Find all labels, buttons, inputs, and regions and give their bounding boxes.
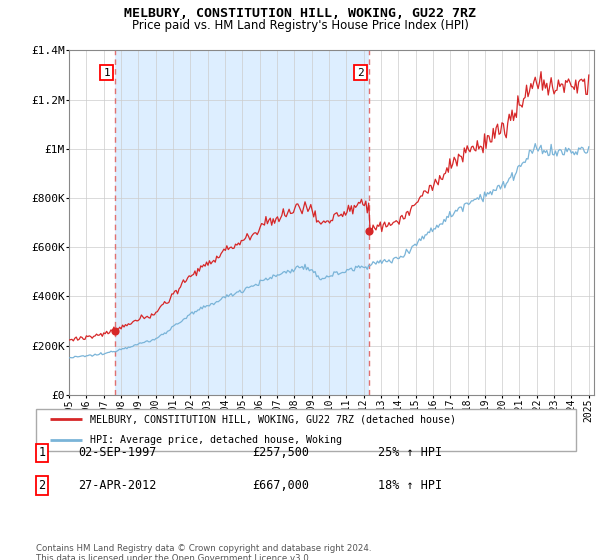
Text: HPI: Average price, detached house, Woking: HPI: Average price, detached house, Woki… (90, 435, 342, 445)
Text: MELBURY, CONSTITUTION HILL, WOKING, GU22 7RZ: MELBURY, CONSTITUTION HILL, WOKING, GU22… (124, 7, 476, 20)
Text: 25% ↑ HPI: 25% ↑ HPI (378, 446, 442, 460)
Text: £257,500: £257,500 (252, 446, 309, 460)
Bar (115, 50, 369, 395)
Text: 2: 2 (38, 479, 46, 492)
Text: MELBURY, CONSTITUTION HILL, WOKING, GU22 7RZ (detached house): MELBURY, CONSTITUTION HILL, WOKING, GU22… (90, 414, 456, 424)
Text: 2: 2 (357, 68, 364, 78)
Text: Contains HM Land Registry data © Crown copyright and database right 2024.
This d: Contains HM Land Registry data © Crown c… (36, 544, 371, 560)
Text: 18% ↑ HPI: 18% ↑ HPI (378, 479, 442, 492)
Text: 27-APR-2012: 27-APR-2012 (78, 479, 157, 492)
Point (364, 226, 374, 235)
Text: 1: 1 (103, 68, 110, 78)
Text: £667,000: £667,000 (252, 479, 309, 492)
Text: 02-SEP-1997: 02-SEP-1997 (78, 446, 157, 460)
Text: 1: 1 (38, 446, 46, 460)
FancyBboxPatch shape (36, 409, 576, 451)
Point (110, 327, 120, 336)
Text: Price paid vs. HM Land Registry's House Price Index (HPI): Price paid vs. HM Land Registry's House … (131, 19, 469, 32)
